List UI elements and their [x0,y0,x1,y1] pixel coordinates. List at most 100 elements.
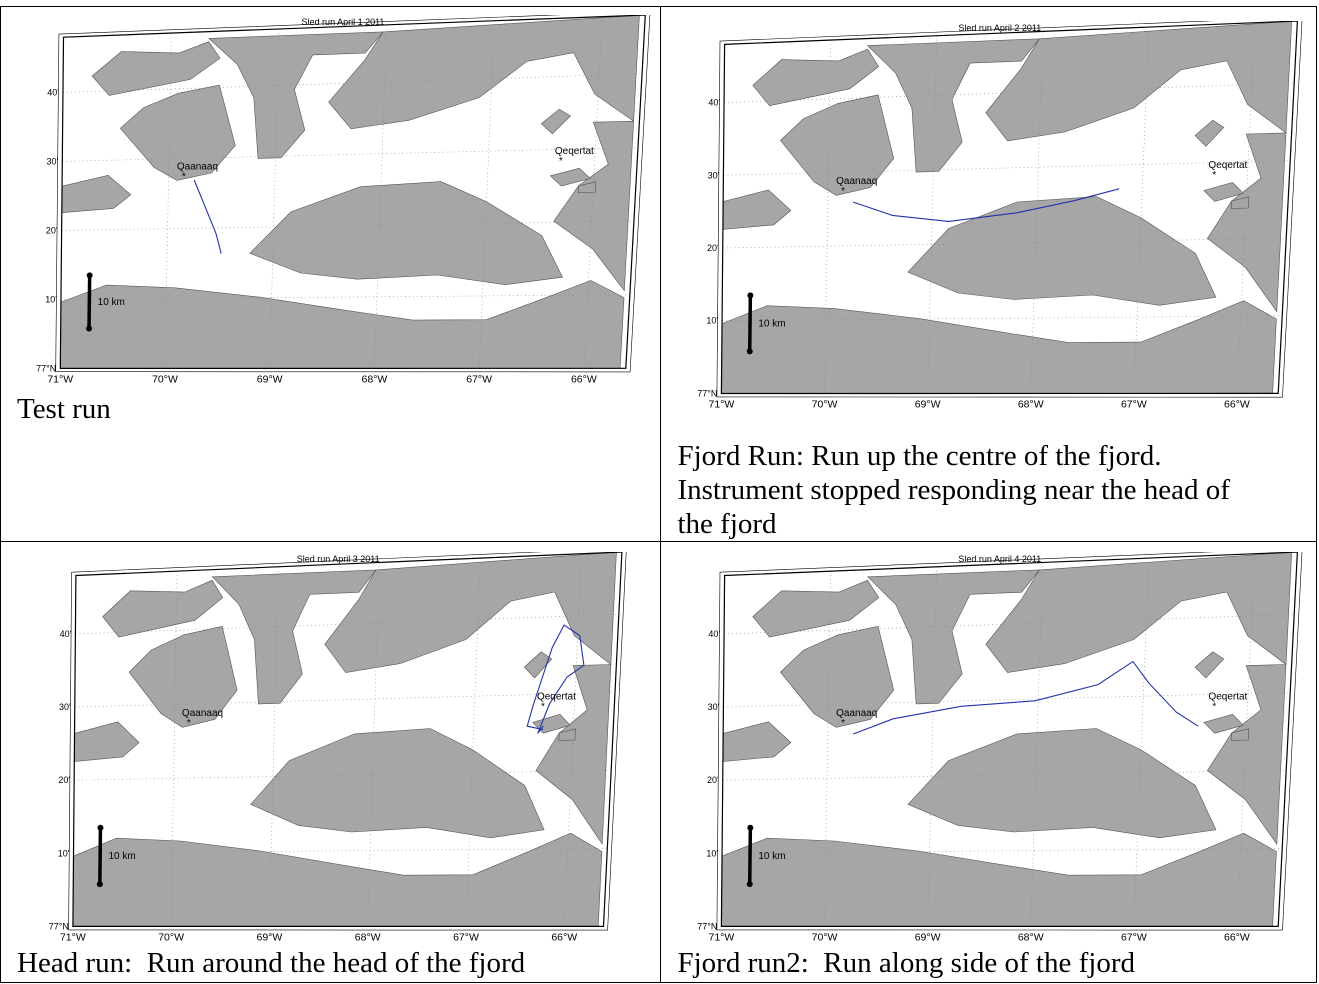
meridian [1134,558,1150,927]
parallel [723,692,1291,708]
land-mass [752,579,880,638]
lon-tick-label: 66°W [1225,931,1251,943]
lat-tick-label: 77°N [49,921,69,931]
map-frame-outer [68,552,627,931]
lat-tick-label: 77°N [698,921,718,931]
map-frame-outer [717,552,1303,931]
land-mass [867,569,1041,705]
lon-tick-label: 69°W [257,931,283,943]
map-april1: Sled run April 1 2011 77°N 10' 20' 30' 40' 71°… [36,15,651,385]
land-mass [535,664,612,846]
land-mass [328,15,640,130]
map-frame [721,21,1299,395]
lon-tick-label: 66°W [1225,398,1251,410]
map-title: Sled run April 3 2011 [297,554,380,564]
place-marker: * [559,156,563,167]
lat-tick-label: 40' [47,87,59,97]
place-marker: * [1213,170,1217,181]
map-frame-outer [55,15,651,373]
parallel [73,848,608,854]
land-mass [907,196,1217,306]
lat-tick-label: 20' [46,225,58,235]
caption-april2: Fjord Run: Run up the centre of the fjor… [677,440,1230,540]
scale-bar-label: 10 km [98,297,125,308]
land-mass [91,41,221,96]
lon-tick-label: 67°W [1121,398,1147,410]
place-label-qeqertat: Qeqertat [555,146,594,157]
scale-bar-end [747,881,754,888]
island [577,181,597,194]
lat-tick-label: 30' [708,702,720,712]
scale-bar-label: 10 km [108,851,135,862]
sled-track [193,179,222,254]
caption-april1: Test run [17,393,111,425]
lon-tick-label: 70°W [812,398,838,410]
island [1203,182,1245,202]
map-panel-grid: Sled run April 1 2011 77°N 10' 20' 30' 40' 71°… [0,6,1317,983]
meridian [824,571,832,927]
island [523,651,553,679]
lon-tick-label: 69°W [915,398,941,410]
parallel [61,220,634,231]
land-mass [867,38,1041,173]
lon-tick-label: 70°W [152,373,178,385]
lon-tick-label: 66°W [571,373,597,385]
land-mass [208,31,384,159]
place-label-qaanaaq: Qaanaaq [837,708,878,719]
land-mass [249,181,563,286]
parallel [74,770,612,781]
lon-tick-label: 67°W [453,931,479,943]
panel-april2: Sled run April 2 2011 77°N 10' 20' 30' 40' 71°… [660,6,1317,542]
meridian [170,571,178,927]
lat-tick-label: 30' [47,156,59,166]
scale-bar-label: 10 km [759,851,786,862]
lat-tick-label: 20' [58,775,70,785]
island [1195,119,1225,147]
place-label-qaanaaq: Qaanaaq [182,708,223,719]
map-april2: Sled run April 2 2011 77°N 10' 20' 30' 40' 71°… [698,21,1303,410]
land-mass [907,728,1217,839]
land-mass [985,552,1293,673]
lat-tick-label: 30' [59,702,71,712]
island [1231,196,1250,209]
land-mass [780,625,895,728]
lon-tick-label: 67°W [1121,931,1147,943]
place-label-qeqertat: Qeqertat [537,692,576,703]
sled-track [853,660,1199,735]
lat-tick-label: 40' [60,629,72,639]
lon-tick-label: 66°W [551,931,577,943]
parallel [722,848,1283,854]
scale-bar-end [96,881,103,888]
lat-tick-label: 10' [707,316,719,326]
map-april3: Sled run April 3 2011 77°N 10' 20' 30' 40' 71°… [49,552,627,943]
lat-tick-label: 10' [707,848,719,858]
place-marker: * [182,172,186,183]
land-mass [1207,132,1287,313]
island [540,108,571,135]
scale-bar [98,827,103,885]
place-marker: * [541,702,545,713]
map-title: Sled run April 4 2011 [959,554,1042,564]
map-frame [721,552,1299,927]
parallel [723,160,1291,176]
scale-bar-end [86,325,93,332]
lat-tick-label: 30' [708,170,720,180]
land-mass [780,94,895,196]
lon-tick-label: 68°W [1018,931,1044,943]
land-mass [985,21,1293,142]
lon-tick-label: 68°W [362,373,388,385]
lat-tick-label: 20' [707,775,719,785]
lon-tick-label: 69°W [257,373,283,385]
island [549,167,591,187]
scale-bar [748,827,753,885]
island [1231,728,1250,741]
place-marker: * [1213,702,1217,713]
caption-april3: Head run: Run around the head of the fjo… [17,947,526,979]
meridian [465,558,481,927]
place-label-qeqertat: Qeqertat [1209,160,1248,171]
scale-bar [748,295,753,352]
land-mass [211,569,377,705]
scale-bar-end [747,824,754,831]
map-april4: Sled run April 4 2011 77°N 10' 20' 30' 40' 71°… [698,552,1303,943]
island [1195,651,1225,679]
